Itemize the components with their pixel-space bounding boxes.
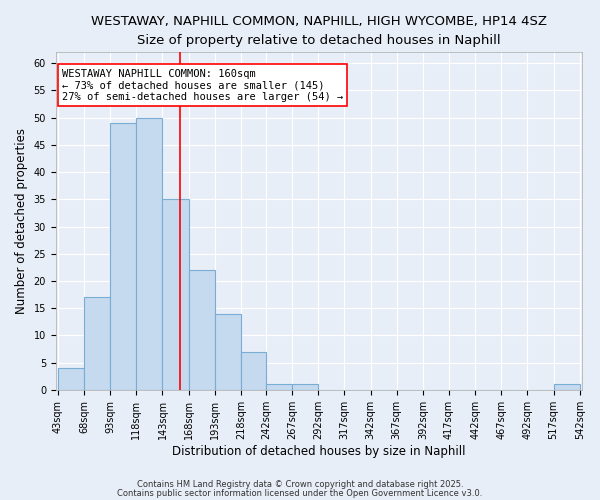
- Text: Contains public sector information licensed under the Open Government Licence v3: Contains public sector information licen…: [118, 488, 482, 498]
- Bar: [58, 368, 84, 390]
- Text: WESTAWAY NAPHILL COMMON: 160sqm
← 73% of detached houses are smaller (145)
27% o: WESTAWAY NAPHILL COMMON: 160sqm ← 73% of…: [62, 68, 343, 102]
- Bar: [188, 270, 215, 390]
- Title: WESTAWAY, NAPHILL COMMON, NAPHILL, HIGH WYCOMBE, HP14 4SZ
Size of property relat: WESTAWAY, NAPHILL COMMON, NAPHILL, HIGH …: [91, 15, 547, 47]
- Bar: [292, 384, 318, 390]
- Bar: [241, 352, 266, 390]
- Text: Contains HM Land Registry data © Crown copyright and database right 2025.: Contains HM Land Registry data © Crown c…: [137, 480, 463, 489]
- Bar: [554, 384, 580, 390]
- Bar: [136, 118, 163, 390]
- Bar: [84, 298, 110, 390]
- X-axis label: Distribution of detached houses by size in Naphill: Distribution of detached houses by size …: [172, 444, 466, 458]
- Y-axis label: Number of detached properties: Number of detached properties: [15, 128, 28, 314]
- Bar: [215, 314, 241, 390]
- Bar: [163, 200, 188, 390]
- Bar: [110, 123, 136, 390]
- Bar: [266, 384, 292, 390]
